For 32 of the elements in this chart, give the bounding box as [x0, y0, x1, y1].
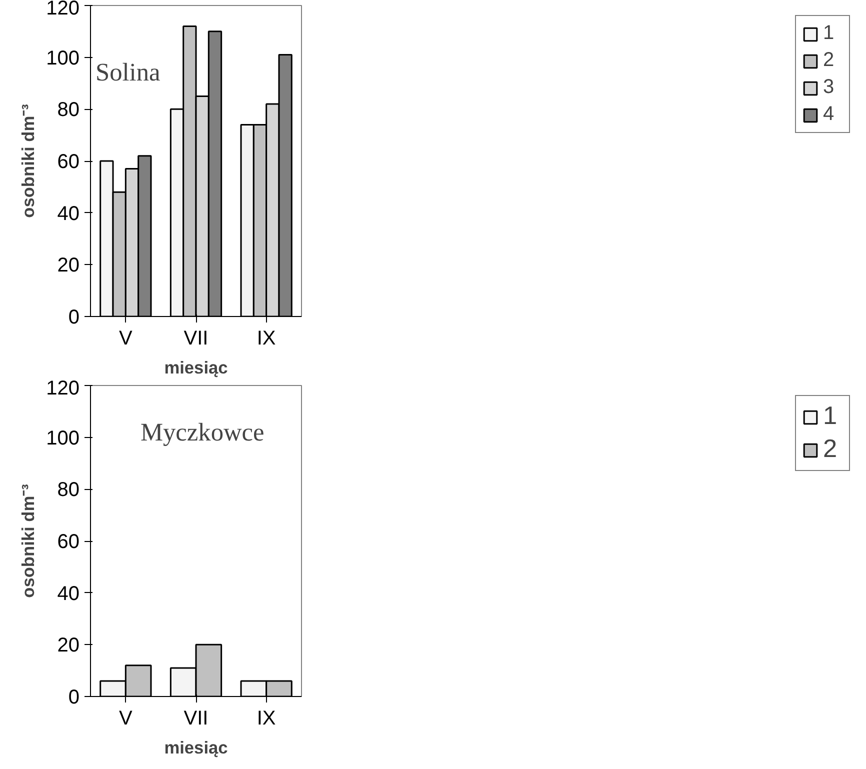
x-tick-label: V — [118, 328, 133, 350]
y-tick-label: 100 — [46, 47, 80, 70]
y-tick-label: 20 — [57, 634, 80, 657]
x-axis-title: miesiąc — [164, 358, 228, 378]
y-tick-label: 120 — [46, 0, 80, 20]
y-tick-label: 120 — [46, 378, 80, 400]
y-tick-label: 0 — [68, 306, 80, 328]
y-tick-label: 100 — [46, 427, 80, 450]
x-tick-label: V — [118, 708, 133, 730]
y-tick-label: 40 — [57, 582, 80, 605]
y-tick-label: 20 — [57, 254, 80, 277]
y-axis-title: osobniki dm⁻³ — [18, 104, 38, 218]
y-tick-label: 80 — [57, 479, 80, 502]
x-tick-label: VII — [184, 708, 208, 730]
y-tick-label: 40 — [57, 202, 80, 225]
legend-label: 2 — [823, 49, 836, 72]
x-tick-label: VII — [184, 328, 208, 350]
y-axis-title: osobniki dm⁻³ — [18, 484, 38, 598]
y-tick-label: 60 — [57, 151, 80, 173]
y-tick-label: 0 — [68, 686, 80, 708]
legend-label: 1 — [823, 402, 838, 431]
legend-label: 4 — [823, 103, 836, 126]
legend-label: 1 — [823, 22, 836, 45]
x-tick-label: IX — [256, 328, 276, 350]
x-tick-label: IX — [256, 708, 276, 730]
y-tick-label: 80 — [57, 99, 80, 122]
y-tick-label: 60 — [57, 531, 80, 553]
annotation: Solina — [96, 58, 160, 86]
x-axis-title: miesiąc — [164, 738, 228, 758]
legend-label: 3 — [823, 76, 836, 99]
annotation: Myczkowce — [140, 418, 264, 446]
legend-label: 2 — [823, 435, 838, 464]
